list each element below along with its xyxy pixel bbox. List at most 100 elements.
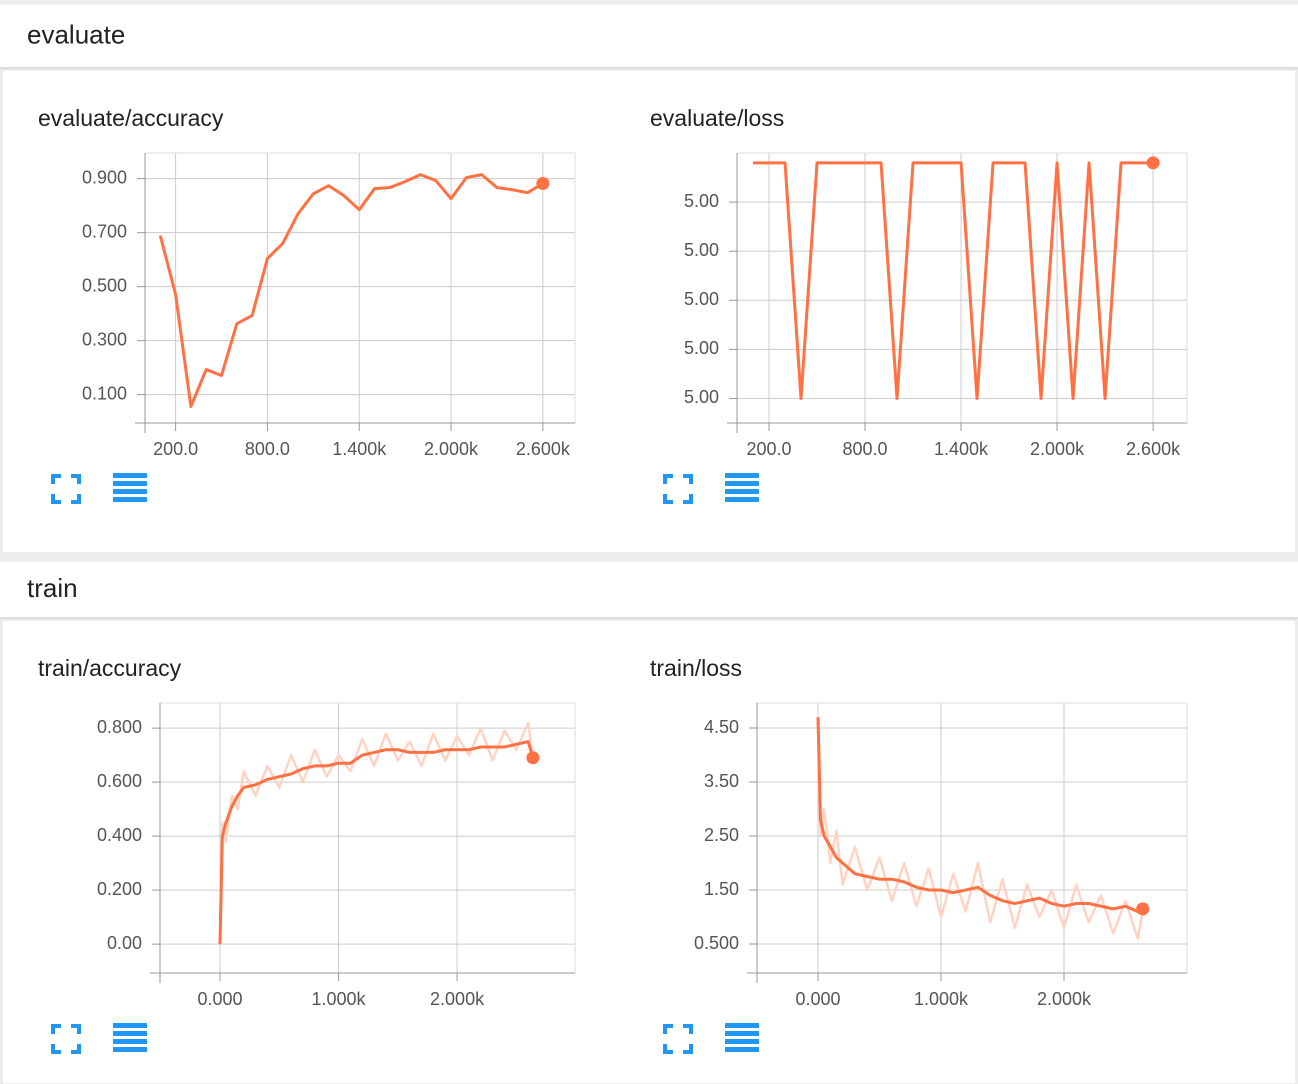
x-tick-label: 2.600k xyxy=(1126,439,1181,459)
x-tick-label: 2.000k xyxy=(430,989,485,1009)
fullscreen-icon[interactable] xyxy=(683,474,693,484)
chart-title: evaluate/loss xyxy=(650,105,784,131)
y-tick-label: 5.00 xyxy=(684,338,719,358)
list-icon-bar[interactable] xyxy=(113,497,147,502)
fullscreen-button[interactable] xyxy=(51,474,81,504)
x-tick-label: 800.0 xyxy=(245,439,290,459)
list-icon-bar[interactable] xyxy=(725,473,759,478)
y-tick-label: 0.100 xyxy=(82,383,127,403)
section-header xyxy=(0,562,1298,618)
chart: evaluate/loss 5.00 5.00 5.00 5.00 5.00 200.0 80… xyxy=(650,105,1188,504)
y-tick-label: 0.200 xyxy=(97,879,142,899)
section-card xyxy=(1,619,1297,1084)
data-table-button[interactable] xyxy=(725,1023,759,1052)
x-tick-label: 200.0 xyxy=(153,439,198,459)
list-icon-bar[interactable] xyxy=(725,489,759,494)
chart: train/accuracy 0.00 0.200 0.400 0.600 0.800 0.… xyxy=(38,655,576,1054)
fullscreen-button[interactable] xyxy=(663,474,693,504)
list-icon-bar[interactable] xyxy=(725,481,759,486)
x-tick-label: 200.0 xyxy=(746,439,791,459)
y-tick-label: 3.50 xyxy=(704,771,739,791)
fullscreen-button[interactable] xyxy=(663,1024,693,1054)
x-tick-label: 800.0 xyxy=(842,439,887,459)
series-line xyxy=(158,173,544,409)
last-point xyxy=(536,177,550,191)
data-table-button[interactable] xyxy=(725,473,759,502)
y-tick-label: 2.50 xyxy=(704,825,739,845)
x-tick-label: 1.400k xyxy=(332,439,387,459)
list-icon-bar[interactable] xyxy=(725,1039,759,1044)
fullscreen-icon[interactable] xyxy=(663,474,673,484)
list-icon-bar[interactable] xyxy=(113,1047,147,1052)
y-tick-label: 0.00 xyxy=(107,933,142,953)
series-line xyxy=(218,721,535,945)
list-icon-bar[interactable] xyxy=(725,1023,759,1028)
y-tick-label: 0.300 xyxy=(82,329,127,349)
list-icon-bar[interactable] xyxy=(113,1031,147,1036)
y-tick-label: 5.00 xyxy=(684,387,719,407)
list-icon-bar[interactable] xyxy=(113,481,147,486)
fullscreen-icon[interactable] xyxy=(683,494,693,504)
fullscreen-icon[interactable] xyxy=(51,474,61,484)
chart-title: evaluate/accuracy xyxy=(38,105,224,131)
fullscreen-button[interactable] xyxy=(51,1024,81,1054)
series-line xyxy=(816,717,1144,914)
section-title[interactable]: train xyxy=(27,573,78,603)
series-line xyxy=(753,161,1154,400)
fullscreen-icon[interactable] xyxy=(51,1024,61,1034)
last-point xyxy=(1146,156,1160,170)
x-tick-label: 1.400k xyxy=(934,439,989,459)
x-tick-label: 2.000k xyxy=(1030,439,1085,459)
y-tick-label: 1.50 xyxy=(704,879,739,899)
fullscreen-icon[interactable] xyxy=(71,494,81,504)
series-line xyxy=(816,717,1144,940)
chart-title: train/loss xyxy=(650,655,742,681)
list-icon-bar[interactable] xyxy=(113,473,147,478)
chart-title: train/accuracy xyxy=(38,655,182,681)
data-table-button[interactable] xyxy=(113,1023,147,1052)
list-icon-bar[interactable] xyxy=(113,1039,147,1044)
series-line xyxy=(218,740,535,945)
chart: evaluate/accuracy 0.100 0.300 0.500 0.700 0.9… xyxy=(38,105,576,504)
fullscreen-icon[interactable] xyxy=(51,1044,61,1054)
y-tick-label: 0.500 xyxy=(694,933,739,953)
y-tick-label: 0.700 xyxy=(82,221,127,241)
y-tick-label: 0.400 xyxy=(97,825,142,845)
x-tick-label: 1.000k xyxy=(311,989,366,1009)
fullscreen-icon[interactable] xyxy=(663,1024,673,1034)
fullscreen-icon[interactable] xyxy=(71,1044,81,1054)
y-tick-label: 5.00 xyxy=(684,240,719,260)
list-icon-bar[interactable] xyxy=(725,1031,759,1036)
fullscreen-icon[interactable] xyxy=(51,494,61,504)
chart: train/loss 0.500 1.50 2.50 3.50 4.50 0.000 1.00… xyxy=(650,655,1188,1054)
x-tick-label: 1.000k xyxy=(914,989,969,1009)
fullscreen-icon[interactable] xyxy=(71,474,81,484)
y-tick-label: 0.500 xyxy=(82,275,127,295)
list-icon-bar[interactable] xyxy=(725,497,759,502)
section-header xyxy=(0,5,1298,68)
fullscreen-icon[interactable] xyxy=(663,1044,673,1054)
x-tick-label: 2.600k xyxy=(516,439,571,459)
fullscreen-icon[interactable] xyxy=(683,1044,693,1054)
y-tick-label: 5.00 xyxy=(684,191,719,211)
list-icon-bar[interactable] xyxy=(113,489,147,494)
data-table-button[interactable] xyxy=(113,473,147,502)
y-tick-label: 0.600 xyxy=(97,771,142,791)
x-tick-label: 2.000k xyxy=(1037,989,1092,1009)
y-tick-label: 5.00 xyxy=(684,289,719,309)
fullscreen-icon[interactable] xyxy=(663,494,673,504)
y-tick-label: 0.900 xyxy=(82,167,127,187)
x-tick-label: 0.000 xyxy=(197,989,242,1009)
list-icon-bar[interactable] xyxy=(113,1023,147,1028)
y-tick-label: 0.800 xyxy=(97,717,142,737)
x-tick-label: 0.000 xyxy=(795,989,840,1009)
y-tick-label: 4.50 xyxy=(704,717,739,737)
list-icon-bar[interactable] xyxy=(725,1047,759,1052)
section-card xyxy=(1,69,1297,554)
last-point xyxy=(1136,902,1150,916)
x-tick-label: 2.000k xyxy=(424,439,479,459)
section-title[interactable]: evaluate xyxy=(27,19,125,49)
fullscreen-icon[interactable] xyxy=(71,1024,81,1034)
fullscreen-icon[interactable] xyxy=(683,1024,693,1034)
